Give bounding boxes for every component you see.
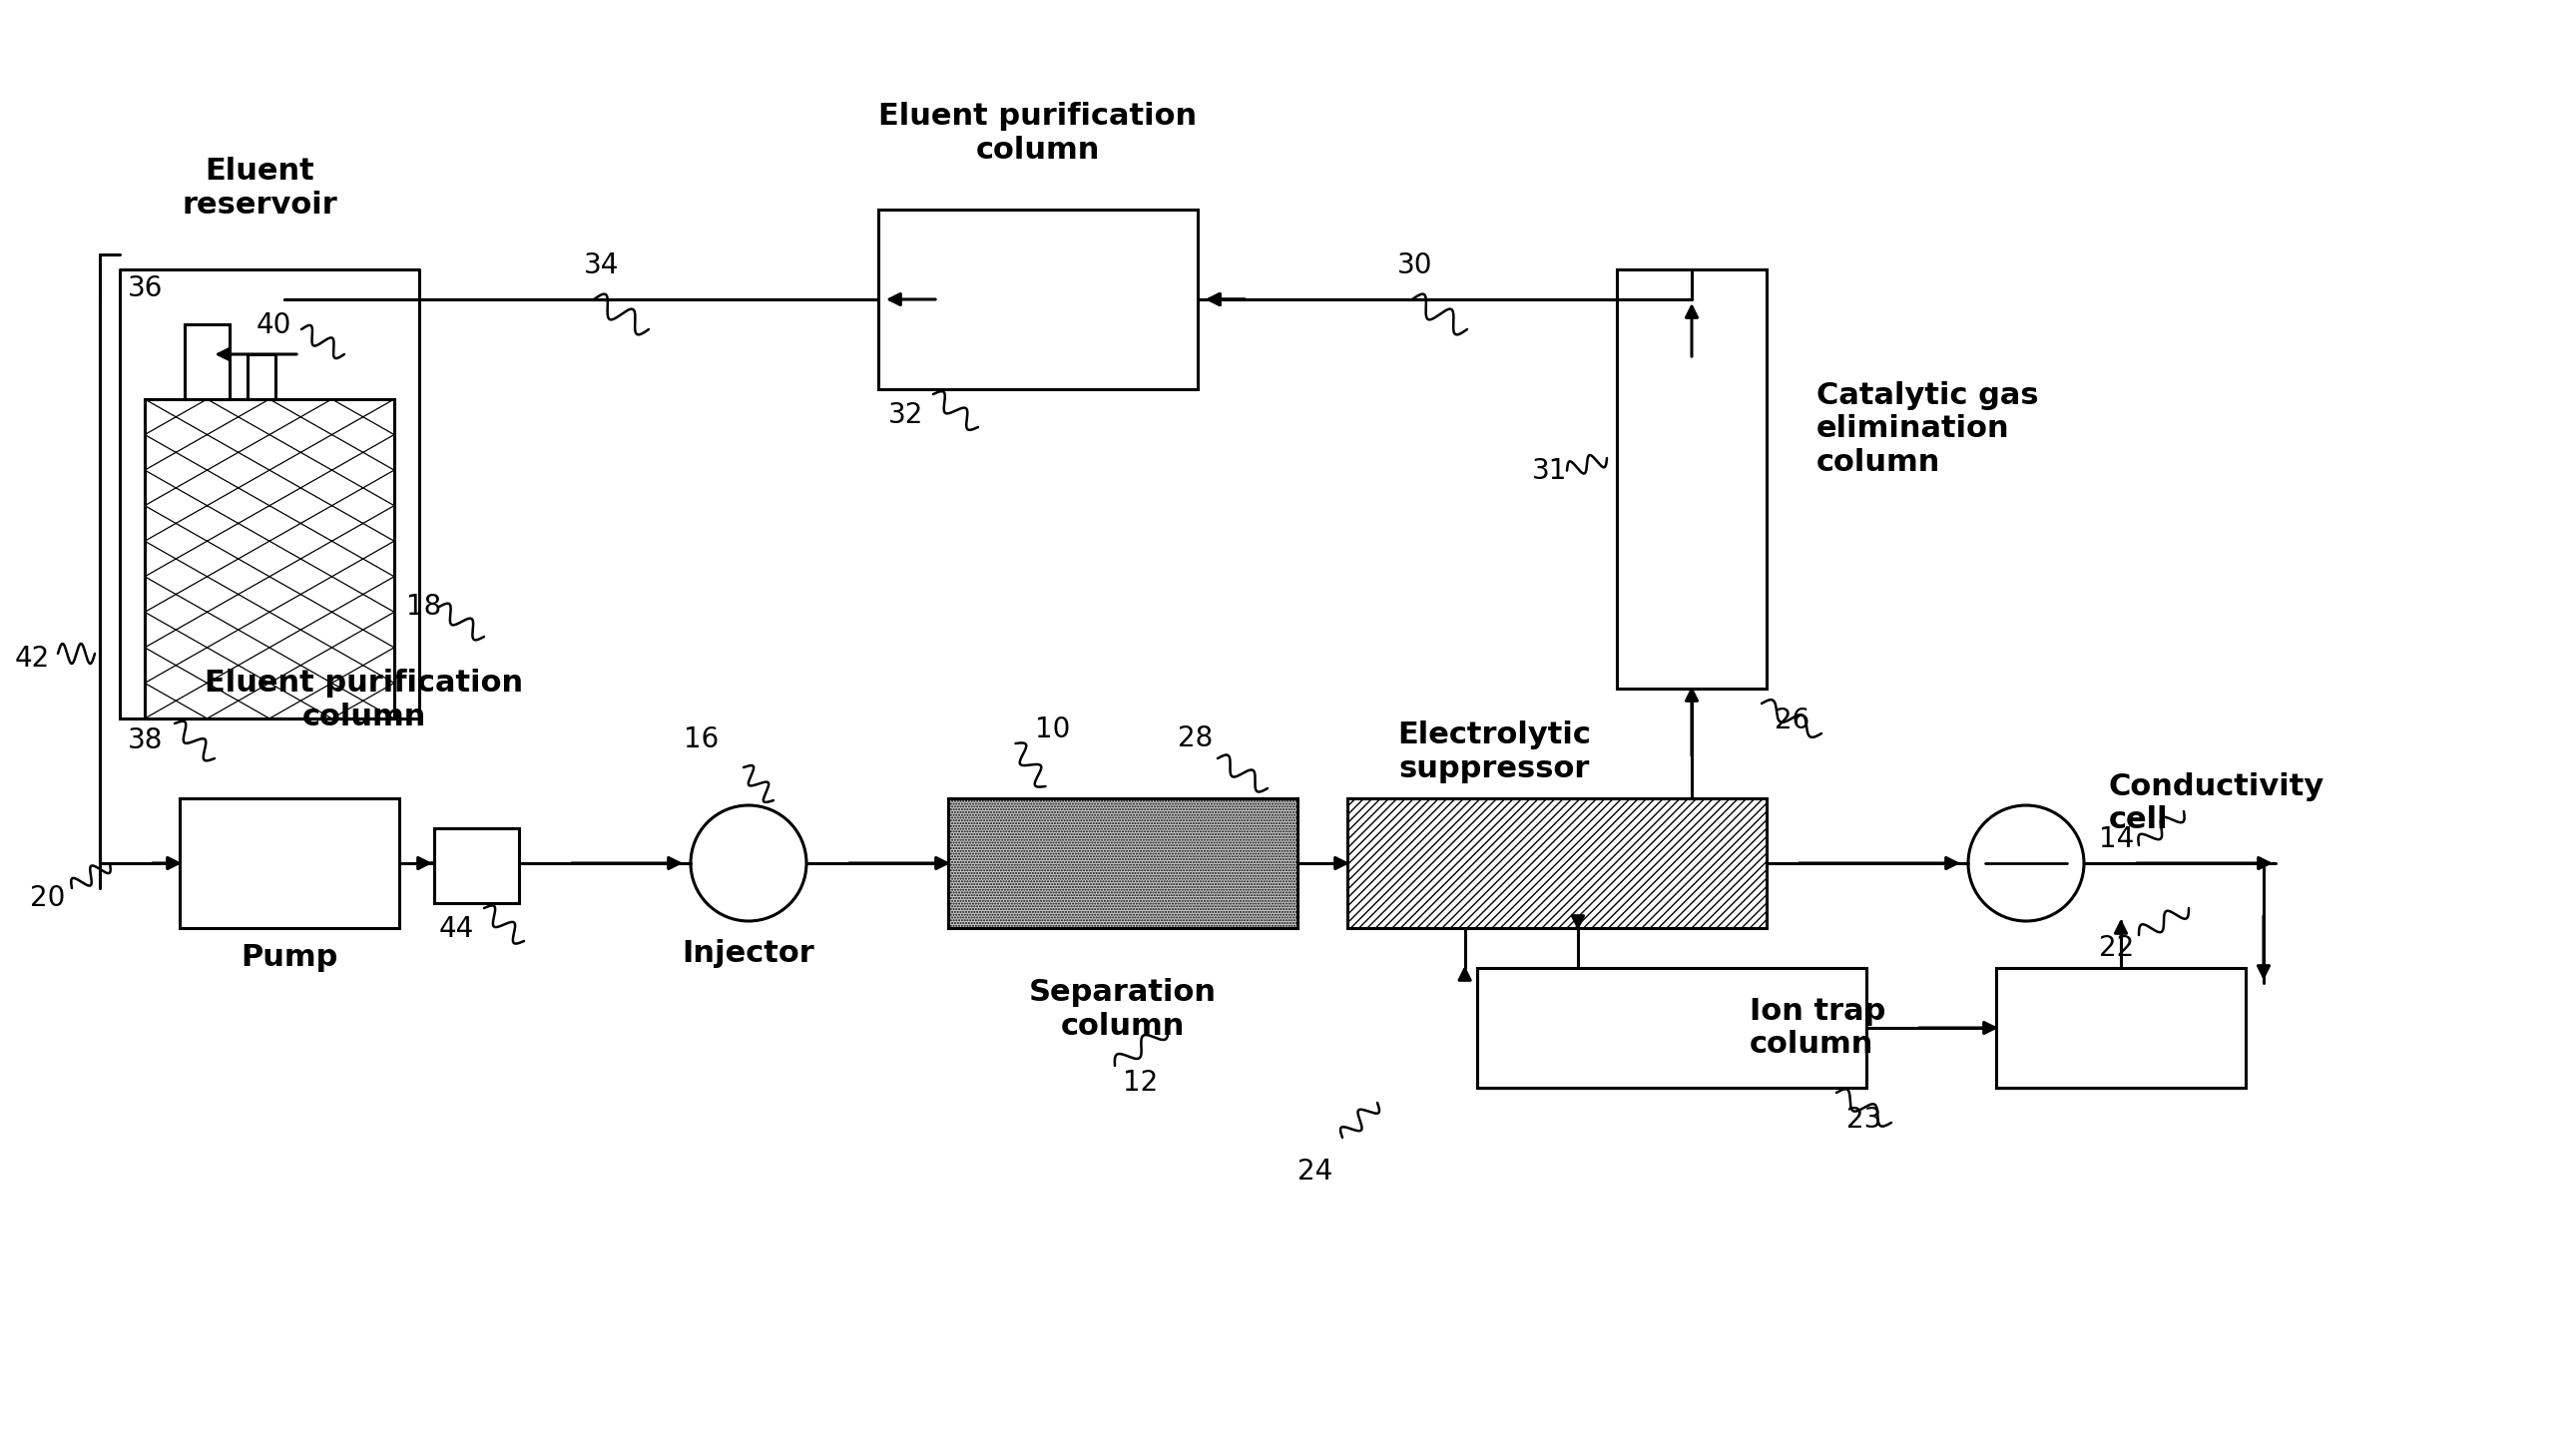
Text: Catalytic gas
elimination
column: Catalytic gas elimination column [1816, 381, 2038, 477]
Text: Injector: Injector [683, 938, 814, 969]
Bar [1476, 969, 1868, 1088]
Text: 34: 34 [585, 251, 618, 279]
Text: 38: 38 [129, 727, 162, 754]
Bar [948, 799, 1298, 928]
Bar [1347, 799, 1767, 928]
Circle shape [690, 805, 806, 921]
Bar [435, 828, 518, 902]
Text: 10: 10 [1036, 716, 1072, 743]
Text: Eluent purification
column: Eluent purification column [878, 102, 1198, 165]
Text: Ion trap
column: Ion trap column [1749, 997, 1886, 1059]
Text: 24: 24 [1298, 1158, 1332, 1186]
Text: 32: 32 [889, 401, 925, 430]
Text: 18: 18 [407, 593, 440, 621]
Bar [1996, 969, 2246, 1088]
Text: 42: 42 [15, 645, 49, 673]
Text: 31: 31 [1533, 457, 1566, 484]
Text: Separation
column: Separation column [1028, 979, 1216, 1040]
Text: 30: 30 [1396, 251, 1432, 279]
Bar [180, 799, 399, 928]
Bar [144, 399, 394, 718]
Circle shape [1968, 805, 2084, 921]
Text: 40: 40 [255, 312, 291, 339]
Text: 44: 44 [438, 915, 474, 943]
Text: Conductivity
cell: Conductivity cell [2110, 772, 2324, 835]
Text: 36: 36 [129, 274, 162, 302]
Text: Pump: Pump [240, 943, 337, 971]
Text: 22: 22 [2099, 934, 2133, 961]
Bar [878, 210, 1198, 389]
Text: 26: 26 [1775, 707, 1811, 734]
Text: 14: 14 [2099, 825, 2133, 854]
Text: Eluent purification
column: Eluent purification column [206, 668, 523, 731]
Text: 28: 28 [1177, 724, 1213, 753]
Text: 12: 12 [1123, 1069, 1159, 1096]
Text: 16: 16 [683, 726, 719, 753]
Bar [247, 355, 276, 399]
Bar [1618, 270, 1767, 688]
Bar [185, 325, 229, 399]
Text: 20: 20 [31, 884, 64, 912]
Text: Eluent
reservoir: Eluent reservoir [183, 157, 337, 220]
Text: Electrolytic
suppressor: Electrolytic suppressor [1396, 721, 1592, 783]
Text: 23: 23 [1847, 1105, 1880, 1134]
